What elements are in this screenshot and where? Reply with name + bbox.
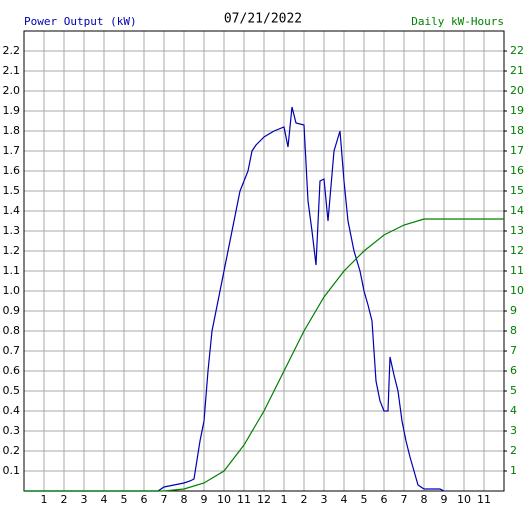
y2-tick-label: 8 xyxy=(510,324,517,337)
y2-tick-label: 2 xyxy=(510,444,517,457)
x-tick-label: 1 xyxy=(281,493,288,506)
x-tick-label: 6 xyxy=(381,493,388,506)
y-tick-label: 1.9 xyxy=(3,104,21,117)
x-tick-label: 1 xyxy=(41,493,48,506)
y-tick-label: 2.0 xyxy=(3,84,21,97)
y2-tick-label: 17 xyxy=(510,144,524,157)
x-tick-label: 7 xyxy=(401,493,408,506)
y2-tick-label: 3 xyxy=(510,424,517,437)
series-line xyxy=(24,218,504,492)
x-tick-label: 8 xyxy=(421,493,428,506)
y2-tick-label: 10 xyxy=(510,284,524,297)
y2-tick-label: 13 xyxy=(510,224,524,237)
y-tick-label: 0.5 xyxy=(3,384,21,397)
y-tick-label: 0.6 xyxy=(3,364,21,377)
y-tick-label: 0.7 xyxy=(3,344,21,357)
x-tick-label: 2 xyxy=(61,493,68,506)
y2-tick-label: 6 xyxy=(510,364,517,377)
y2-tick-label: 19 xyxy=(510,104,524,117)
x-tick-label: 7 xyxy=(161,493,168,506)
y-tick-label: 2.1 xyxy=(3,64,21,77)
y-tick-label: 1.1 xyxy=(3,264,21,277)
x-tick-label: 11 xyxy=(237,493,251,506)
y2-tick-label: 18 xyxy=(510,124,524,137)
y-tick-label: 0.2 xyxy=(3,444,21,457)
y2-axis-label: Daily kW-Hours xyxy=(411,15,504,28)
y2-tick-label: 5 xyxy=(510,384,517,397)
plot-border xyxy=(23,30,505,492)
y2-tick-label: 11 xyxy=(510,264,524,277)
y-tick-label: 1.3 xyxy=(3,224,21,237)
x-tick-label: 2 xyxy=(301,493,308,506)
x-tick-label: 9 xyxy=(441,493,448,506)
y-axis-label: Power Output (kW) xyxy=(24,15,137,28)
y-tick-label: 1.5 xyxy=(3,184,21,197)
y-tick-label: 1.8 xyxy=(3,124,21,137)
y2-tick-label: 7 xyxy=(510,344,517,357)
x-tick-label: 4 xyxy=(341,493,348,506)
chart-title: 07/21/2022 xyxy=(224,12,302,27)
x-tick-label: 4 xyxy=(101,493,108,506)
y-tick-label: 0.8 xyxy=(3,324,21,337)
series-line xyxy=(24,106,445,492)
y-tick-label: 1.2 xyxy=(3,244,21,257)
y2-tick-label: 20 xyxy=(510,84,524,97)
y-tick-label: 2.2 xyxy=(3,44,21,57)
y-tick-label: 0.4 xyxy=(3,404,21,417)
y2-tick-label: 22 xyxy=(510,44,524,57)
x-tick-label: 10 xyxy=(457,493,471,506)
y-tick-label: 0.3 xyxy=(3,424,21,437)
x-tick-label: 12 xyxy=(257,493,271,506)
y2-tick-label: 21 xyxy=(510,64,524,77)
x-tick-label: 8 xyxy=(181,493,188,506)
x-tick-label: 11 xyxy=(477,493,491,506)
y2-tick-label: 12 xyxy=(510,244,524,257)
y-tick-label: 1.7 xyxy=(3,144,21,157)
x-tick-label: 5 xyxy=(121,493,128,506)
y-tick-label: 1.6 xyxy=(3,164,21,177)
x-tick-label: 6 xyxy=(141,493,148,506)
x-tick-label: 9 xyxy=(201,493,208,506)
y-tick-label: 0.9 xyxy=(3,304,21,317)
y2-tick-label: 9 xyxy=(510,304,517,317)
y2-tick-label: 15 xyxy=(510,184,524,197)
y-tick-label: 1.0 xyxy=(3,284,21,297)
y-tick-label: 1.4 xyxy=(3,204,21,217)
x-tick-label: 3 xyxy=(321,493,328,506)
y2-tick-label: 1 xyxy=(510,464,517,477)
y2-tick-label: 4 xyxy=(510,404,517,417)
x-tick-label: 5 xyxy=(361,493,368,506)
x-tick-label: 10 xyxy=(217,493,231,506)
y2-tick-label: 16 xyxy=(510,164,524,177)
x-tick-label: 3 xyxy=(81,493,88,506)
y-tick-label: 0.1 xyxy=(3,464,21,477)
y2-tick-label: 14 xyxy=(510,204,524,217)
